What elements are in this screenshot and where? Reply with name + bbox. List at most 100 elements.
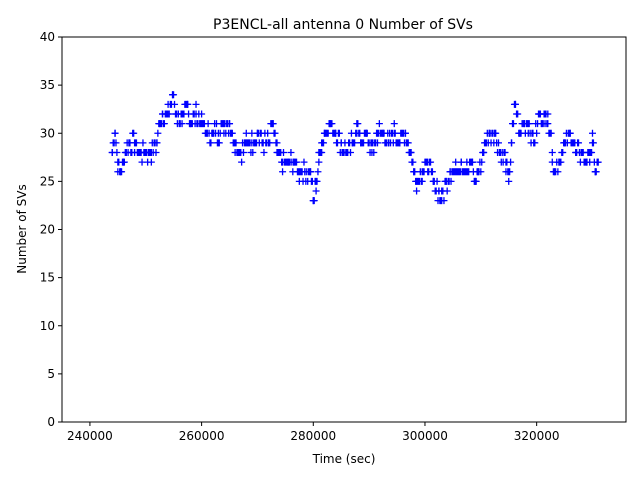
data-point	[273, 149, 281, 156]
y-tick-label: 0	[47, 415, 55, 429]
y-axis-ticks: 0 5 10 15 20 25 30 35 40	[40, 30, 62, 429]
data-point	[516, 129, 524, 137]
data-point	[314, 168, 322, 176]
data-point	[306, 168, 314, 176]
data-point	[559, 149, 567, 156]
y-tick-label: 20	[40, 223, 55, 237]
data-point	[442, 177, 450, 185]
data-point	[119, 158, 127, 166]
data-point	[172, 110, 180, 118]
data-point	[131, 139, 139, 147]
data-point	[588, 139, 596, 147]
data-point	[231, 139, 239, 147]
data-point	[390, 120, 398, 128]
y-tick-label: 35	[40, 78, 55, 92]
data-point	[438, 197, 446, 205]
data-point	[215, 139, 223, 147]
data-point	[494, 139, 502, 147]
data-point	[505, 177, 513, 185]
data-point	[424, 158, 432, 166]
data-point	[577, 149, 585, 156]
data-point	[348, 139, 356, 147]
data-point	[139, 139, 147, 147]
data-point	[130, 129, 138, 137]
data-point	[390, 129, 398, 137]
data-point	[468, 158, 476, 166]
x-tick-label: 320000	[514, 429, 560, 443]
y-tick-label: 15	[40, 271, 55, 285]
x-axis-ticks: 240000 260000 280000 300000 320000	[67, 422, 560, 443]
data-point	[502, 158, 510, 166]
data-point	[112, 139, 120, 147]
data-point	[207, 139, 215, 147]
data-point	[326, 120, 334, 128]
data-point	[409, 158, 417, 166]
data-point	[551, 168, 559, 176]
data-point	[566, 129, 574, 137]
data-point	[228, 129, 236, 137]
data-point	[290, 158, 298, 166]
data-point	[404, 139, 412, 147]
data-point	[407, 149, 415, 156]
data-point	[312, 177, 320, 185]
data-point	[588, 129, 596, 137]
y-axis-label: Number of SVs	[15, 184, 29, 273]
data-point	[337, 139, 345, 147]
data-point	[156, 120, 164, 128]
data-point	[379, 129, 387, 137]
data-point	[153, 139, 161, 147]
data-point	[506, 168, 514, 176]
data-point	[147, 149, 155, 156]
data-point	[368, 149, 376, 156]
x-axis-label: Time (sec)	[312, 452, 376, 466]
data-point	[511, 100, 519, 108]
data-point	[594, 158, 602, 166]
data-point	[496, 149, 504, 156]
data-point	[192, 110, 200, 118]
data-point	[586, 149, 594, 156]
data-point	[535, 110, 543, 118]
data-point	[547, 129, 555, 137]
data-point	[575, 139, 583, 147]
data-point	[555, 158, 563, 166]
data-point	[413, 177, 421, 185]
data-point	[478, 158, 486, 166]
data-point	[410, 168, 418, 176]
data-point	[238, 158, 246, 166]
data-point	[169, 91, 177, 99]
data-point	[332, 129, 340, 137]
data-point	[265, 139, 273, 147]
y-tick-label: 30	[40, 126, 55, 140]
data-point	[108, 149, 116, 156]
data-point	[249, 149, 257, 156]
data-points	[108, 91, 602, 205]
y-tick-label: 5	[47, 367, 55, 381]
data-point	[508, 139, 516, 147]
data-point	[226, 120, 234, 128]
x-tick-label: 240000	[67, 429, 113, 443]
data-point	[273, 139, 281, 147]
data-point	[264, 129, 272, 137]
data-point	[312, 187, 320, 195]
data-point	[471, 177, 479, 185]
data-point	[418, 168, 426, 176]
data-point	[401, 129, 409, 137]
data-point	[429, 177, 437, 185]
data-point	[514, 110, 522, 118]
data-point	[111, 129, 119, 137]
data-point	[147, 158, 155, 166]
data-point	[530, 139, 538, 147]
data-point	[309, 197, 317, 205]
data-point	[385, 139, 393, 147]
x-tick-label: 280000	[290, 429, 336, 443]
data-point	[357, 139, 365, 147]
data-point	[480, 149, 488, 156]
data-point	[184, 100, 192, 108]
data-point	[583, 158, 591, 166]
data-point	[279, 168, 287, 176]
data-point	[186, 120, 194, 128]
data-point	[343, 149, 351, 156]
data-point	[300, 158, 308, 166]
data-point	[178, 120, 186, 128]
